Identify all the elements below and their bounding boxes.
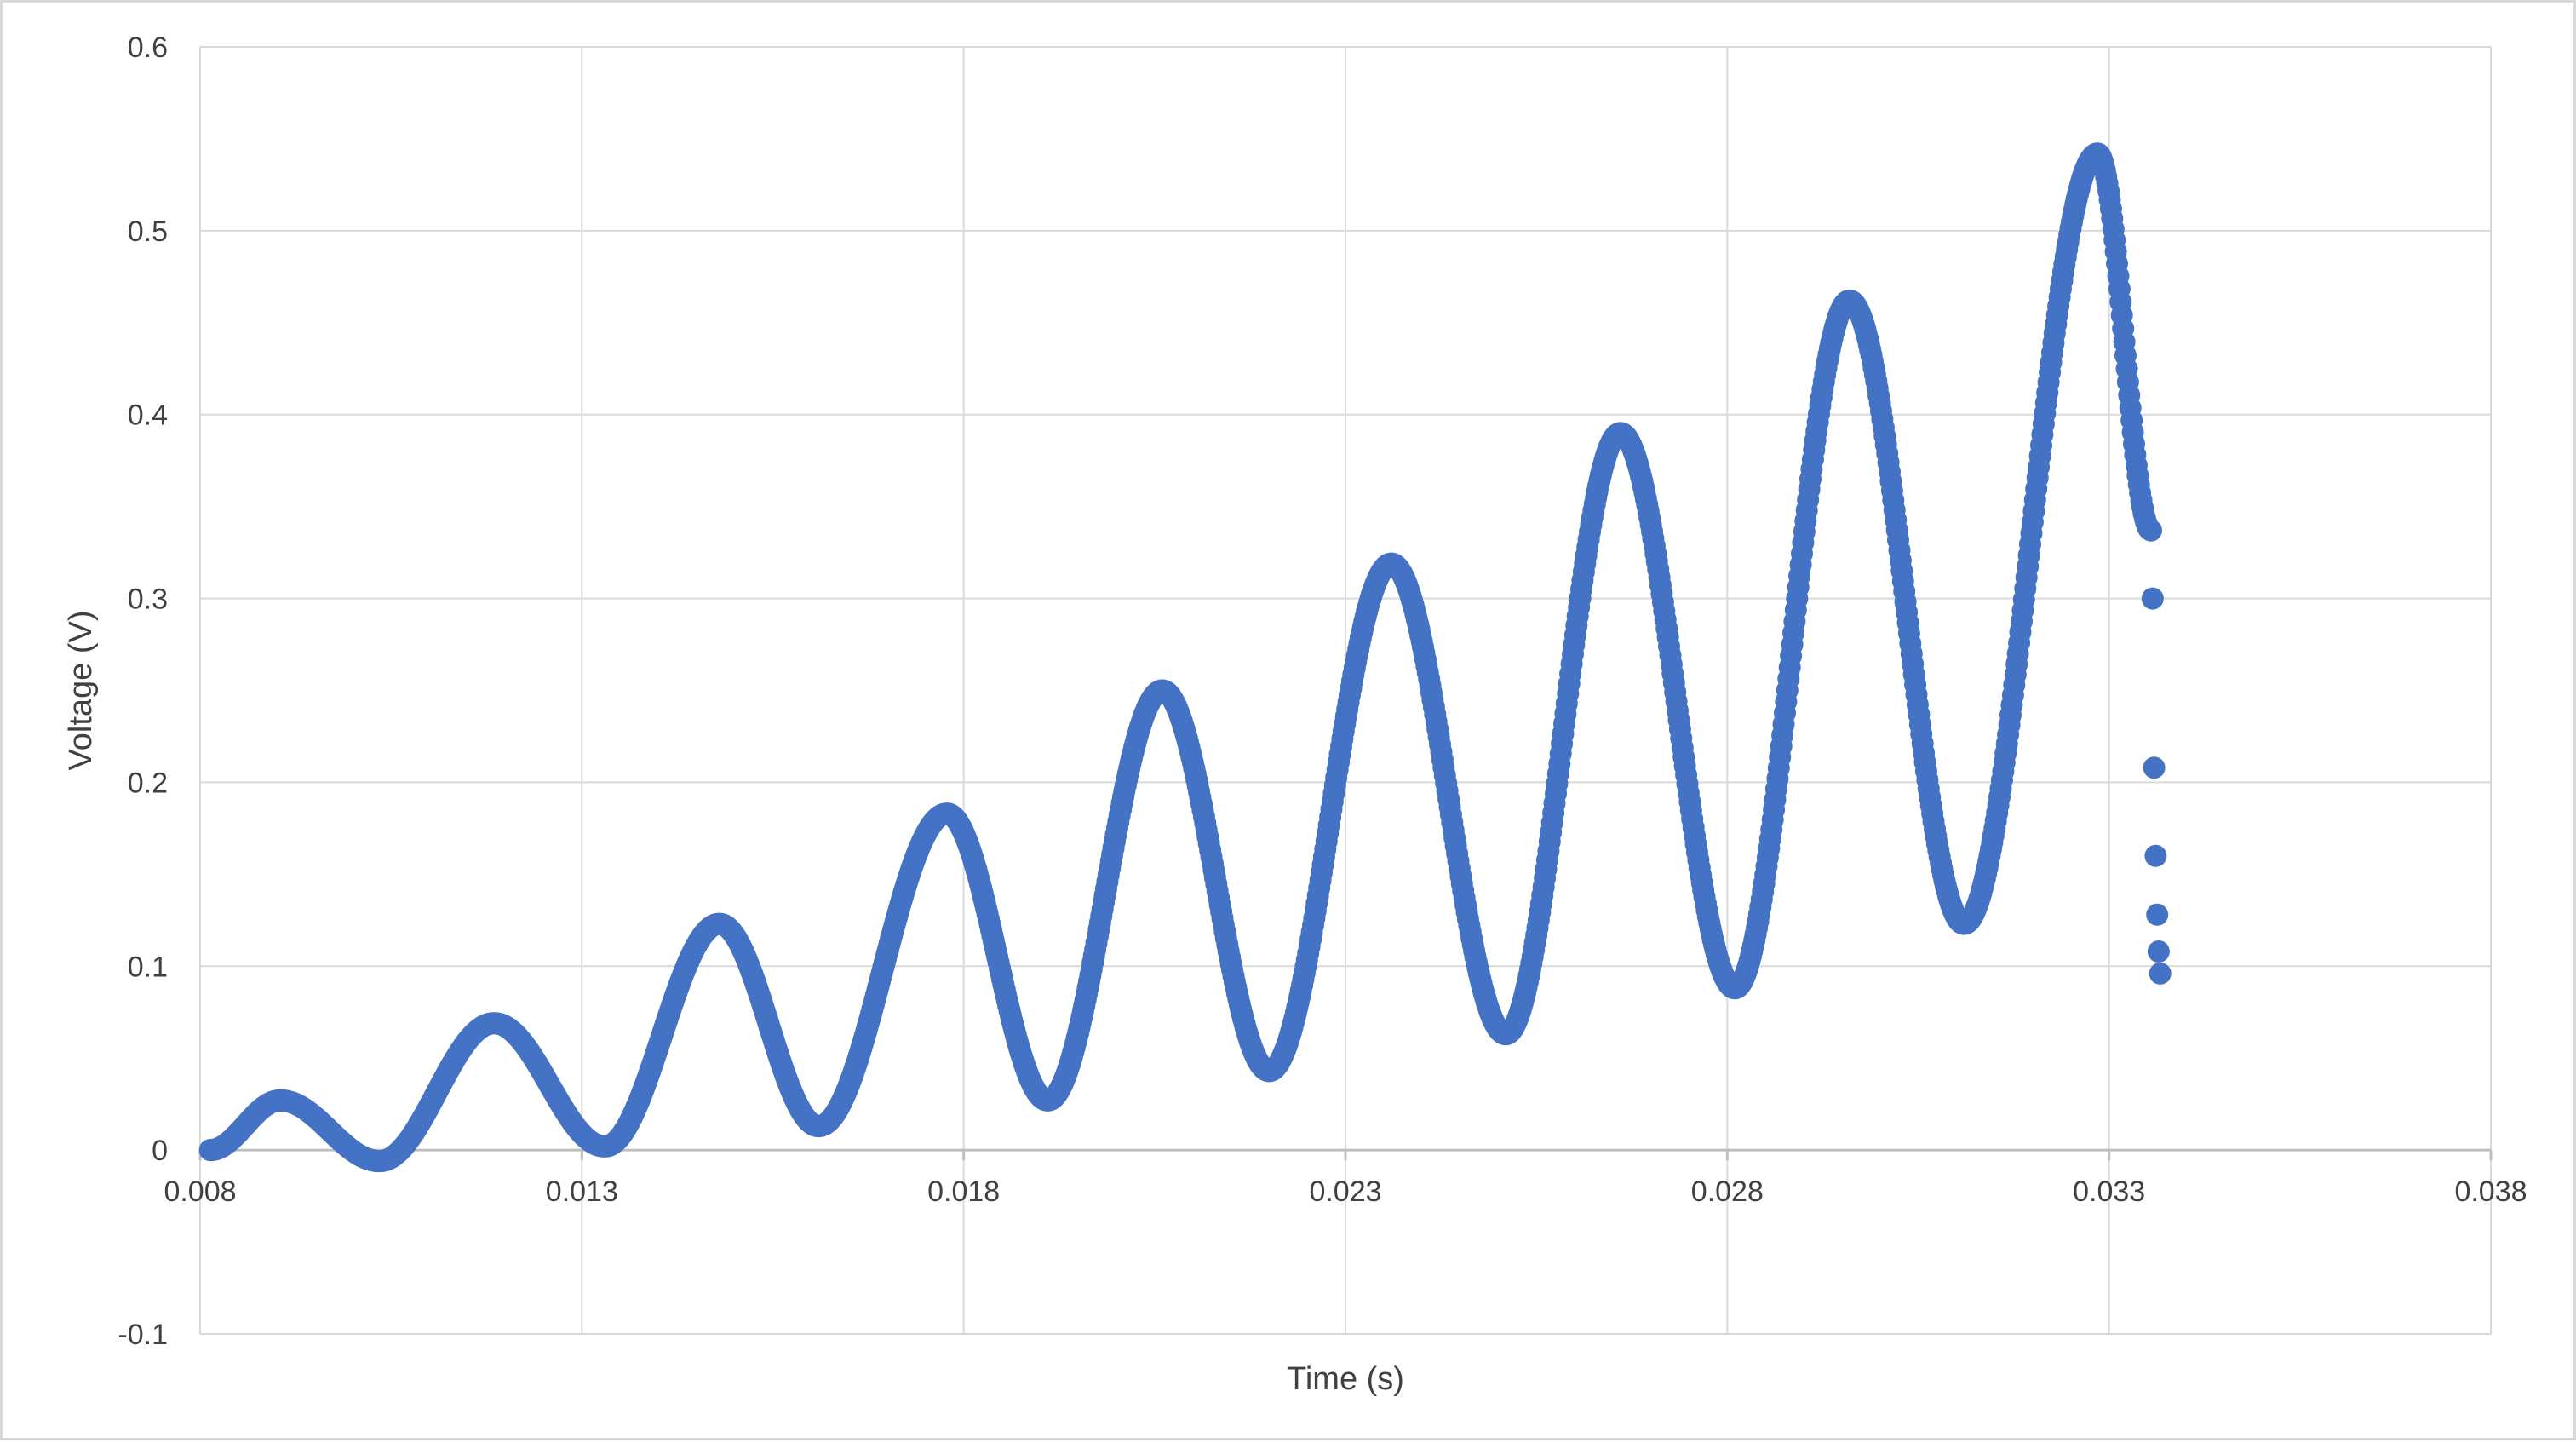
x-tick-label: 0.013: [546, 1176, 618, 1208]
x-tick-label: 0.038: [2454, 1176, 2527, 1208]
data-point: [2147, 940, 2170, 963]
data-point: [2140, 519, 2162, 542]
y-tick-label: 0.6: [128, 32, 168, 64]
x-tick-label: 0.023: [1309, 1176, 1381, 1208]
x-axis-title: Time (s): [1287, 1361, 1404, 1397]
x-tick-label: 0.028: [1691, 1176, 1764, 1208]
y-tick-label: 0.5: [128, 216, 168, 248]
y-tick-label: 0.2: [128, 767, 168, 799]
y-tick-label: 0.1: [128, 951, 168, 983]
x-tick-label: 0.033: [2073, 1176, 2145, 1208]
y-tick-label: 0.3: [128, 584, 168, 616]
data-point: [2141, 587, 2164, 610]
x-tick-label: 0.018: [927, 1176, 1000, 1208]
y-tick-label: 0.4: [128, 400, 168, 432]
tick-labels: 0.008 0.013 0.018 0.023 0.028 0.033 0.038 -0.1 0…: [118, 32, 2527, 1351]
y-tick-label: 0: [152, 1135, 168, 1167]
data-point: [2149, 962, 2172, 985]
data-point: [2143, 756, 2166, 779]
y-tick-label: -0.1: [118, 1319, 168, 1351]
data-points: [198, 142, 2172, 1173]
y-axis-title: Voltage (V): [63, 611, 99, 771]
data-point: [2144, 844, 2167, 867]
scatter-plot: 0.008 0.013 0.018 0.023 0.028 0.033 0.038 -0.1 0…: [63, 32, 2527, 1397]
x-tick-label: 0.008: [164, 1176, 236, 1208]
axes: [198, 1148, 2493, 1161]
data-point: [2146, 903, 2169, 926]
